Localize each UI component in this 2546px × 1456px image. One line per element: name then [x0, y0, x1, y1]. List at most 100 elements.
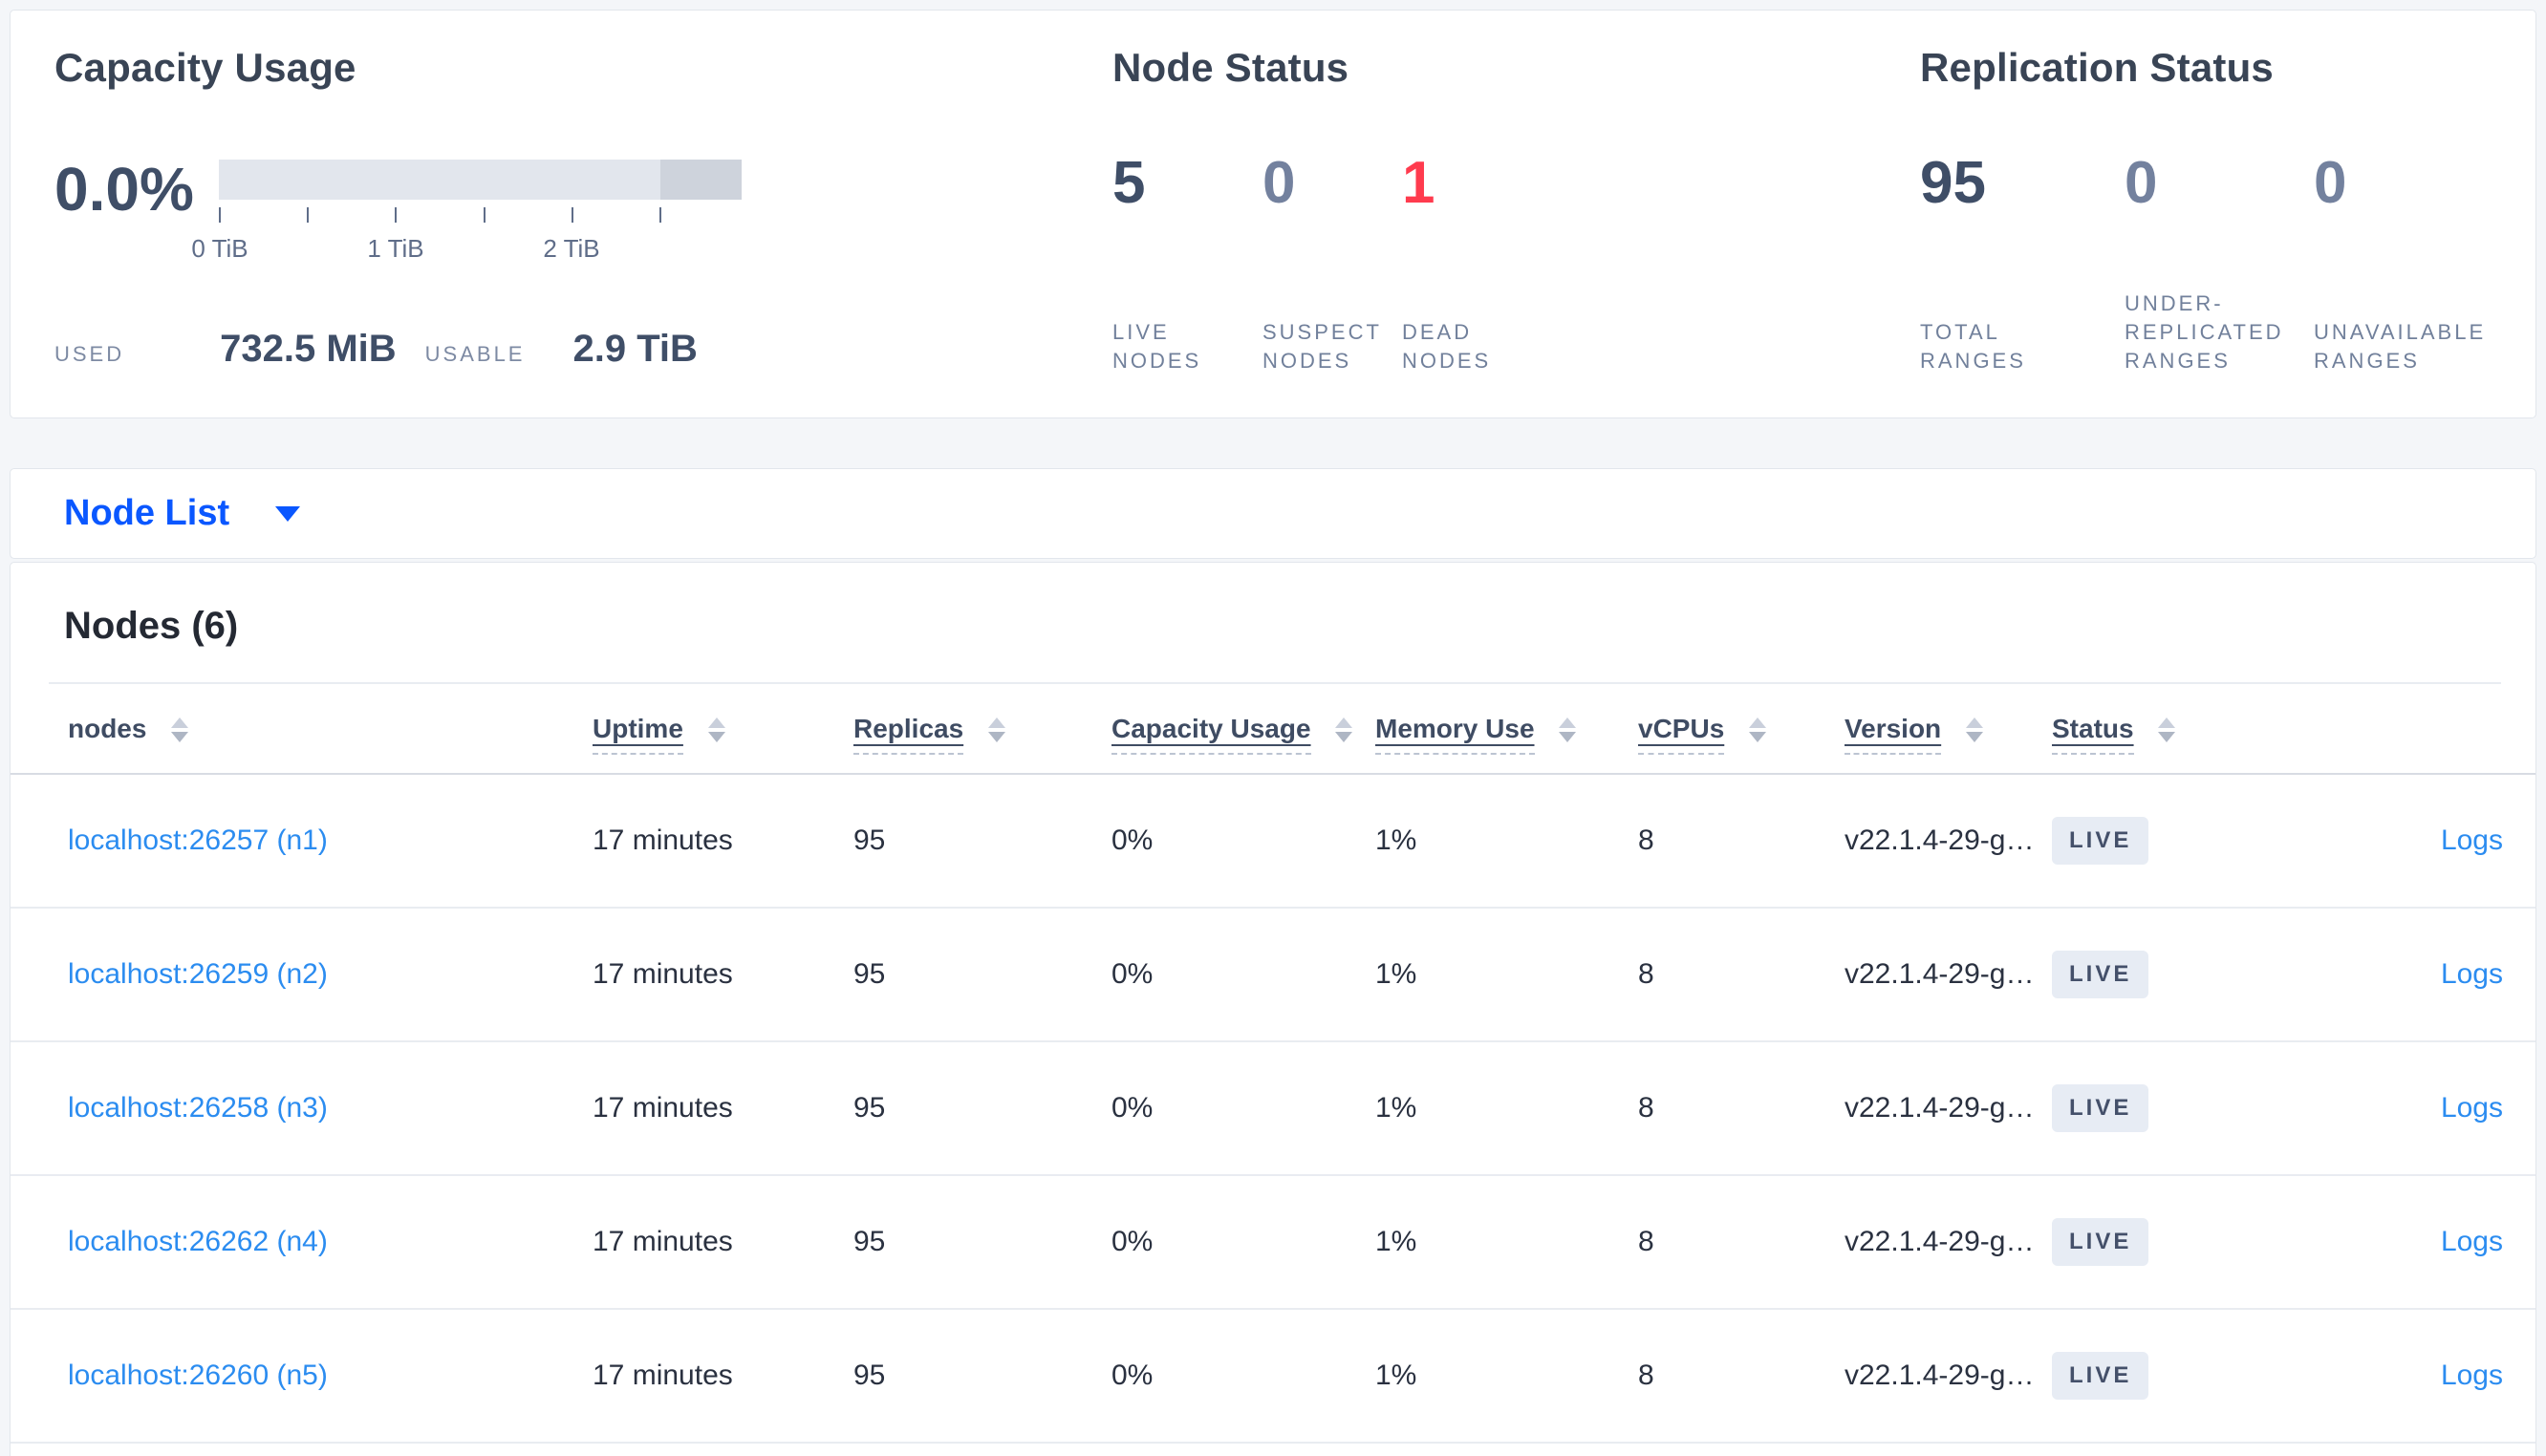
- vcpus-cell: 8: [1638, 824, 1654, 856]
- logs-link[interactable]: Logs: [2440, 1226, 2503, 1257]
- axis-tick: [484, 207, 485, 223]
- table-row: localhost:26258 (n3) 17 minutes 95 0% 1%…: [11, 1042, 2535, 1176]
- status-badge: LIVE: [2052, 951, 2149, 998]
- status-cell: LIVE: [2052, 1218, 2243, 1266]
- capacity-usage-cell: 0%: [1111, 958, 1154, 990]
- table-header-row: nodes Uptime Replicas Capacity Usage Mem…: [11, 684, 2535, 775]
- replication-stats: 95 TOTAL RANGES 0 UNDER- REPLICATED RANG…: [1920, 154, 2546, 375]
- status-badge: LIVE: [2052, 1084, 2149, 1132]
- node-link[interactable]: localhost:26258 (n3): [68, 1092, 328, 1124]
- capacity-bar-used-segment: [660, 160, 742, 200]
- used-value: 732.5 MiB: [220, 328, 397, 370]
- dead-nodes-label: DEAD NODES: [1402, 320, 1492, 373]
- unavailable-ranges-value: 0: [2314, 150, 2347, 216]
- total-ranges-stat: 95 TOTAL RANGES: [1920, 154, 2125, 375]
- vcpus-cell: 8: [1638, 1092, 1654, 1124]
- axis-tick: [659, 207, 661, 223]
- logs-link[interactable]: Logs: [2440, 824, 2503, 856]
- nodes-table-heading: Nodes (6): [64, 605, 239, 647]
- node-list-dropdown-label: Node List: [64, 493, 230, 533]
- capacity-usage-cell: 0%: [1111, 1226, 1154, 1257]
- axis-tick-label: 0 TiB: [191, 234, 248, 263]
- memory-use-cell: 1%: [1375, 1226, 1417, 1257]
- column-header-vcpus[interactable]: vCPUs: [1638, 713, 1845, 755]
- vcpus-cell: 8: [1638, 1226, 1654, 1257]
- unavailable-ranges-stat: 0 UNAVAILABLE RANGES: [2314, 154, 2546, 375]
- node-link[interactable]: localhost:26257 (n1): [68, 824, 328, 856]
- replicas-cell: 95: [853, 1226, 886, 1257]
- capacity-usage-title: Capacity Usage: [54, 45, 356, 90]
- version-cell: v22.1.4-29-g…: [1845, 1092, 2035, 1124]
- nodes-table-panel: Nodes (6) nodes Uptime Replicas Capacity…: [10, 562, 2536, 1456]
- sort-arrows-icon: [1559, 717, 1577, 743]
- view-selector-bar: Node List: [10, 468, 2536, 559]
- sort-arrows-icon: [1749, 717, 1767, 743]
- axis-tick: [572, 207, 573, 223]
- column-header-version[interactable]: Version: [1845, 713, 2052, 755]
- total-ranges-value: 95: [1920, 150, 1986, 216]
- uptime-cell: 17 minutes: [593, 1360, 733, 1391]
- uptime-cell: 17 minutes: [593, 958, 733, 990]
- axis-tick: [307, 207, 309, 223]
- uptime-cell: 17 minutes: [593, 1226, 733, 1257]
- axis-tick-label: 2 TiB: [543, 234, 600, 263]
- table-row: localhost:26262 (n4) 17 minutes 95 0% 1%…: [11, 1176, 2535, 1310]
- capacity-used-usable-row: USED 732.5 MiB USABLE 2.9 TiB: [54, 328, 698, 371]
- live-nodes-value: 5: [1112, 150, 1146, 216]
- node-link[interactable]: localhost:26262 (n4): [68, 1226, 328, 1257]
- node-link[interactable]: localhost:26260 (n5): [68, 1360, 328, 1391]
- under-replicated-stat: 0 UNDER- REPLICATED RANGES: [2125, 154, 2314, 375]
- uptime-cell: 17 minutes: [593, 1092, 733, 1124]
- total-ranges-label: TOTAL RANGES: [1920, 320, 2026, 373]
- memory-use-cell: 1%: [1375, 1092, 1417, 1124]
- used-label: USED: [54, 342, 125, 366]
- version-cell: v22.1.4-29-g…: [1845, 958, 2035, 990]
- sort-arrows-icon: [1965, 717, 1983, 743]
- table-row: localhost:26259 (n2) 17 minutes 95 0% 1%…: [11, 909, 2535, 1042]
- logs-link[interactable]: Logs: [2440, 1092, 2503, 1124]
- logs-link[interactable]: Logs: [2440, 1360, 2503, 1391]
- memory-use-cell: 1%: [1375, 1360, 1417, 1391]
- node-status-title: Node Status: [1112, 45, 1349, 90]
- status-badge: LIVE: [2052, 817, 2149, 865]
- column-header-uptime[interactable]: Uptime: [593, 713, 853, 755]
- under-replicated-value: 0: [2125, 150, 2158, 216]
- node-status-stats: 5 LIVE NODES 0 SUSPECT NODES 1 DEAD NODE…: [1112, 154, 1689, 375]
- vcpus-cell: 8: [1638, 958, 1654, 990]
- dead-nodes-stat: 1 DEAD NODES: [1402, 154, 1689, 375]
- usable-value: 2.9 TiB: [572, 328, 698, 370]
- sort-arrows-icon: [171, 717, 189, 743]
- column-header-capacity-usage[interactable]: Capacity Usage: [1111, 713, 1375, 755]
- column-header-replicas[interactable]: Replicas: [853, 713, 1111, 755]
- column-header-status[interactable]: Status: [2052, 713, 2243, 755]
- vcpus-cell: 8: [1638, 1360, 1654, 1391]
- table-row: localhost:26260 (n5) 17 minutes 95 0% 1%…: [11, 1310, 2535, 1444]
- live-nodes-stat: 5 LIVE NODES: [1112, 154, 1262, 375]
- axis-tick: [219, 207, 221, 223]
- replicas-cell: 95: [853, 1092, 886, 1124]
- chevron-down-icon: [275, 505, 301, 522]
- sort-arrows-icon: [2158, 717, 2176, 743]
- replication-status-title: Replication Status: [1920, 45, 2274, 90]
- status-badge: LIVE: [2052, 1352, 2149, 1400]
- dead-nodes-value: 1: [1402, 150, 1435, 216]
- status-cell: LIVE: [2052, 817, 2243, 865]
- node-list-dropdown[interactable]: Node List: [64, 493, 301, 534]
- memory-use-cell: 1%: [1375, 958, 1417, 990]
- column-header-memory-use[interactable]: Memory Use: [1375, 713, 1638, 755]
- logs-link[interactable]: Logs: [2440, 958, 2503, 990]
- column-header-nodes[interactable]: nodes: [68, 714, 593, 744]
- status-cell: LIVE: [2052, 951, 2243, 998]
- node-link[interactable]: localhost:26259 (n2): [68, 958, 328, 990]
- status-cell: LIVE: [2052, 1352, 2243, 1400]
- capacity-bar-chart: [219, 160, 742, 200]
- sort-arrows-icon: [1335, 717, 1353, 743]
- uptime-cell: 17 minutes: [593, 824, 733, 856]
- suspect-nodes-value: 0: [1262, 150, 1296, 216]
- capacity-usage-cell: 0%: [1111, 1092, 1154, 1124]
- table-row: localhost:26257 (n1) 17 minutes 95 0% 1%…: [11, 775, 2535, 909]
- memory-use-cell: 1%: [1375, 824, 1417, 856]
- divider: [49, 682, 2501, 684]
- suspect-nodes-label: SUSPECT NODES: [1262, 320, 1382, 373]
- suspect-nodes-stat: 0 SUSPECT NODES: [1262, 154, 1402, 375]
